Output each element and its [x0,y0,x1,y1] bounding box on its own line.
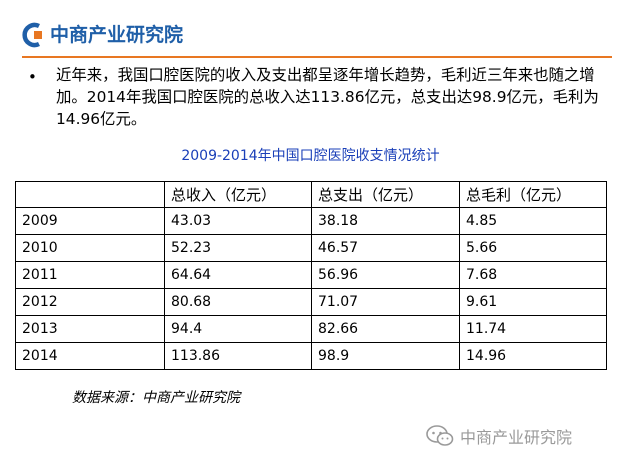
revenue-table: 总收入（亿元） 总支出（亿元） 总毛利（亿元） 2009 43.03 38.18… [15,181,607,370]
intro-paragraph: 近年来，我国口腔医院的收入及支出都呈逐年增长趋势，毛利近三年来也随之增加。201… [56,66,599,128]
logo-text: 中商产业研究院 [50,24,184,46]
table-header-row: 总收入（亿元） 总支出（亿元） 总毛利（亿元） [15,181,607,208]
page-header: 中商产业研究院 [22,22,612,58]
table-row: 2010 52.23 46.57 5.66 [15,234,607,262]
header-cell-revenue: 总收入（亿元） [164,181,312,208]
wechat-icon [426,425,454,446]
cell-expense: 98.9 [311,342,460,370]
header-cell-expense: 总支出（亿元） [311,181,460,208]
cell-profit: 11.74 [459,315,607,343]
cell-revenue: 52.23 [164,234,312,262]
cell-profit: 4.85 [459,207,607,235]
table-row: 2012 80.68 71.07 9.61 [15,288,607,316]
data-source-note: 数据来源：中商产业研究院 [72,390,240,406]
cell-year: 2010 [15,234,165,262]
table-row: 2014 113.86 98.9 14.96 [15,342,607,370]
cell-year: 2014 [15,342,165,370]
bullet-marker: • [28,68,37,86]
cell-year: 2012 [15,288,165,316]
cell-revenue: 43.03 [164,207,312,235]
table-row: 2009 43.03 38.18 4.85 [15,207,607,235]
cell-revenue: 64.64 [164,261,312,289]
cell-expense: 56.96 [311,261,460,289]
watermark-text: 中商产业研究院 [460,428,573,447]
cell-profit: 9.61 [459,288,607,316]
watermark: 中商产业研究院 [426,424,572,448]
cell-revenue: 94.4 [164,315,312,343]
cell-profit: 5.66 [459,234,607,262]
cell-revenue: 113.86 [164,342,312,370]
table-title: 2009-2014年中国口腔医院收支情况统计 [181,148,440,164]
cell-expense: 82.66 [311,315,460,343]
c-logo-icon [22,22,42,48]
cell-profit: 7.68 [459,261,607,289]
header-cell-profit: 总毛利（亿元） [459,181,607,208]
cell-year: 2009 [15,207,165,235]
header-divider [22,56,612,58]
cell-revenue: 80.68 [164,288,312,316]
cell-expense: 71.07 [311,288,460,316]
brand-logo: 中商产业研究院 [22,22,183,48]
table-row: 2011 64.64 56.96 7.68 [15,261,607,289]
cell-year: 2013 [15,315,165,343]
table-row: 2013 94.4 82.66 11.74 [15,315,607,343]
header-cell-year [15,181,165,208]
cell-year: 2011 [15,261,165,289]
cell-profit: 14.96 [459,342,607,370]
cell-expense: 38.18 [311,207,460,235]
cell-expense: 46.57 [311,234,460,262]
